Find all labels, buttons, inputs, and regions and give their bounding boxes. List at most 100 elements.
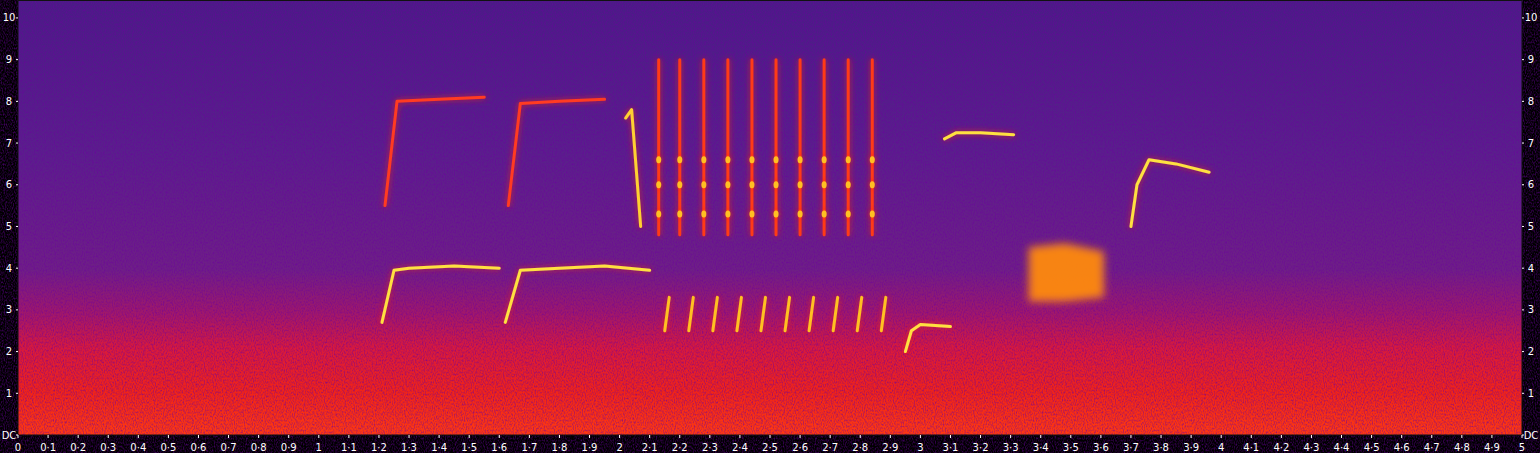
x-tick xyxy=(318,435,319,438)
x-tick xyxy=(800,435,801,438)
point xyxy=(798,181,803,188)
point xyxy=(870,156,875,163)
x-tick xyxy=(559,435,560,438)
point xyxy=(749,210,754,217)
y-tick xyxy=(1522,268,1524,269)
plot-frame xyxy=(18,1,1522,436)
point xyxy=(774,181,779,188)
x-tick-label: 4 xyxy=(1218,442,1224,453)
y-tick-label: 5 xyxy=(1528,221,1534,232)
y-tick xyxy=(1522,309,1524,310)
y-tick-label: 1 xyxy=(1528,388,1534,399)
x-tick-label: 1·7 xyxy=(521,442,537,453)
y-tick-label: DC xyxy=(2,430,17,441)
x-tick xyxy=(469,435,470,438)
x-tick xyxy=(168,435,169,438)
x-tick-label: 2·8 xyxy=(852,442,868,453)
marks xyxy=(382,60,1209,352)
x-tick-label: 3·9 xyxy=(1183,442,1199,453)
point xyxy=(846,210,851,217)
y-tick xyxy=(1522,59,1524,60)
point xyxy=(822,210,827,217)
x-tick xyxy=(1251,435,1252,438)
x-tick-label: 4·1 xyxy=(1243,442,1259,453)
y-tick-label: 9 xyxy=(6,54,12,65)
y-tick xyxy=(1522,226,1524,227)
point xyxy=(725,210,730,217)
y-tick xyxy=(1522,393,1524,394)
x-tick xyxy=(409,435,410,438)
point xyxy=(870,181,875,188)
y-tick xyxy=(1522,101,1524,102)
y-tick-label: 2 xyxy=(6,346,12,357)
x-tick xyxy=(830,435,831,438)
x-tick-label: 0·2 xyxy=(70,442,86,453)
x-tick-label: 3·5 xyxy=(1063,442,1079,453)
x-tick-label: 2·4 xyxy=(732,442,748,453)
x-tick xyxy=(198,435,199,438)
x-tick-label: 3·8 xyxy=(1153,442,1169,453)
x-tick xyxy=(1040,435,1041,438)
y-tick-label: 1 xyxy=(6,388,12,399)
x-tick xyxy=(619,435,620,438)
y-tick-label: 7 xyxy=(6,138,12,149)
y-tick-label: DC xyxy=(1524,430,1539,441)
trace xyxy=(905,324,950,351)
x-tick-label: 3·7 xyxy=(1123,442,1139,453)
x-tick-label: 2·3 xyxy=(702,442,718,453)
y-tick xyxy=(16,59,18,60)
x-tick xyxy=(258,435,259,438)
point xyxy=(870,210,875,217)
x-tick xyxy=(589,435,590,438)
point xyxy=(798,156,803,163)
x-tick-label: 3 xyxy=(917,442,923,453)
x-tick xyxy=(138,435,139,438)
x-tick-label: 1·8 xyxy=(551,442,567,453)
point xyxy=(774,210,779,217)
noise-texture xyxy=(18,0,1522,435)
y-tick-label: 10 xyxy=(1525,12,1538,23)
x-tick-label: 4·2 xyxy=(1273,442,1289,453)
x-tick xyxy=(48,435,49,438)
y-tick xyxy=(16,101,18,102)
y-tick-label: 3 xyxy=(6,304,12,315)
x-tick xyxy=(1281,435,1282,438)
x-tick-label: 2·6 xyxy=(792,442,808,453)
x-tick-label: 2 xyxy=(616,442,622,453)
y-tick xyxy=(1522,184,1524,185)
x-tick xyxy=(649,435,650,438)
y-tick xyxy=(16,351,18,352)
point xyxy=(822,156,827,163)
x-tick xyxy=(228,435,229,438)
x-tick xyxy=(920,435,921,438)
x-tick xyxy=(1161,435,1162,438)
x-tick-label: 0·7 xyxy=(221,442,237,453)
x-tick xyxy=(1341,435,1342,438)
x-tick xyxy=(1491,435,1492,438)
x-tick xyxy=(739,435,740,438)
y-tick xyxy=(16,309,18,310)
point xyxy=(701,156,706,163)
point xyxy=(749,156,754,163)
background xyxy=(0,0,1540,453)
point xyxy=(656,156,661,163)
point xyxy=(822,181,827,188)
x-tick xyxy=(1010,435,1011,438)
x-tick-label: 2·1 xyxy=(642,442,658,453)
x-tick-label: 0 xyxy=(15,442,21,453)
x-tick-label: 2·9 xyxy=(882,442,898,453)
plot-area xyxy=(18,0,1522,435)
y-tick-label: 9 xyxy=(1528,54,1534,65)
x-tick xyxy=(1461,435,1462,438)
x-tick-label: 4·7 xyxy=(1424,442,1440,453)
x-tick xyxy=(980,435,981,438)
x-tick xyxy=(1100,435,1101,438)
x-tick-label: 0·5 xyxy=(160,442,176,453)
x-tick-label: 2·7 xyxy=(822,442,838,453)
y-tick-label: 4 xyxy=(6,263,12,274)
x-tick-label: 1·4 xyxy=(431,442,447,453)
point xyxy=(677,210,682,217)
point xyxy=(725,181,730,188)
x-tick-label: 4·5 xyxy=(1364,442,1380,453)
y-tick xyxy=(1522,143,1524,144)
